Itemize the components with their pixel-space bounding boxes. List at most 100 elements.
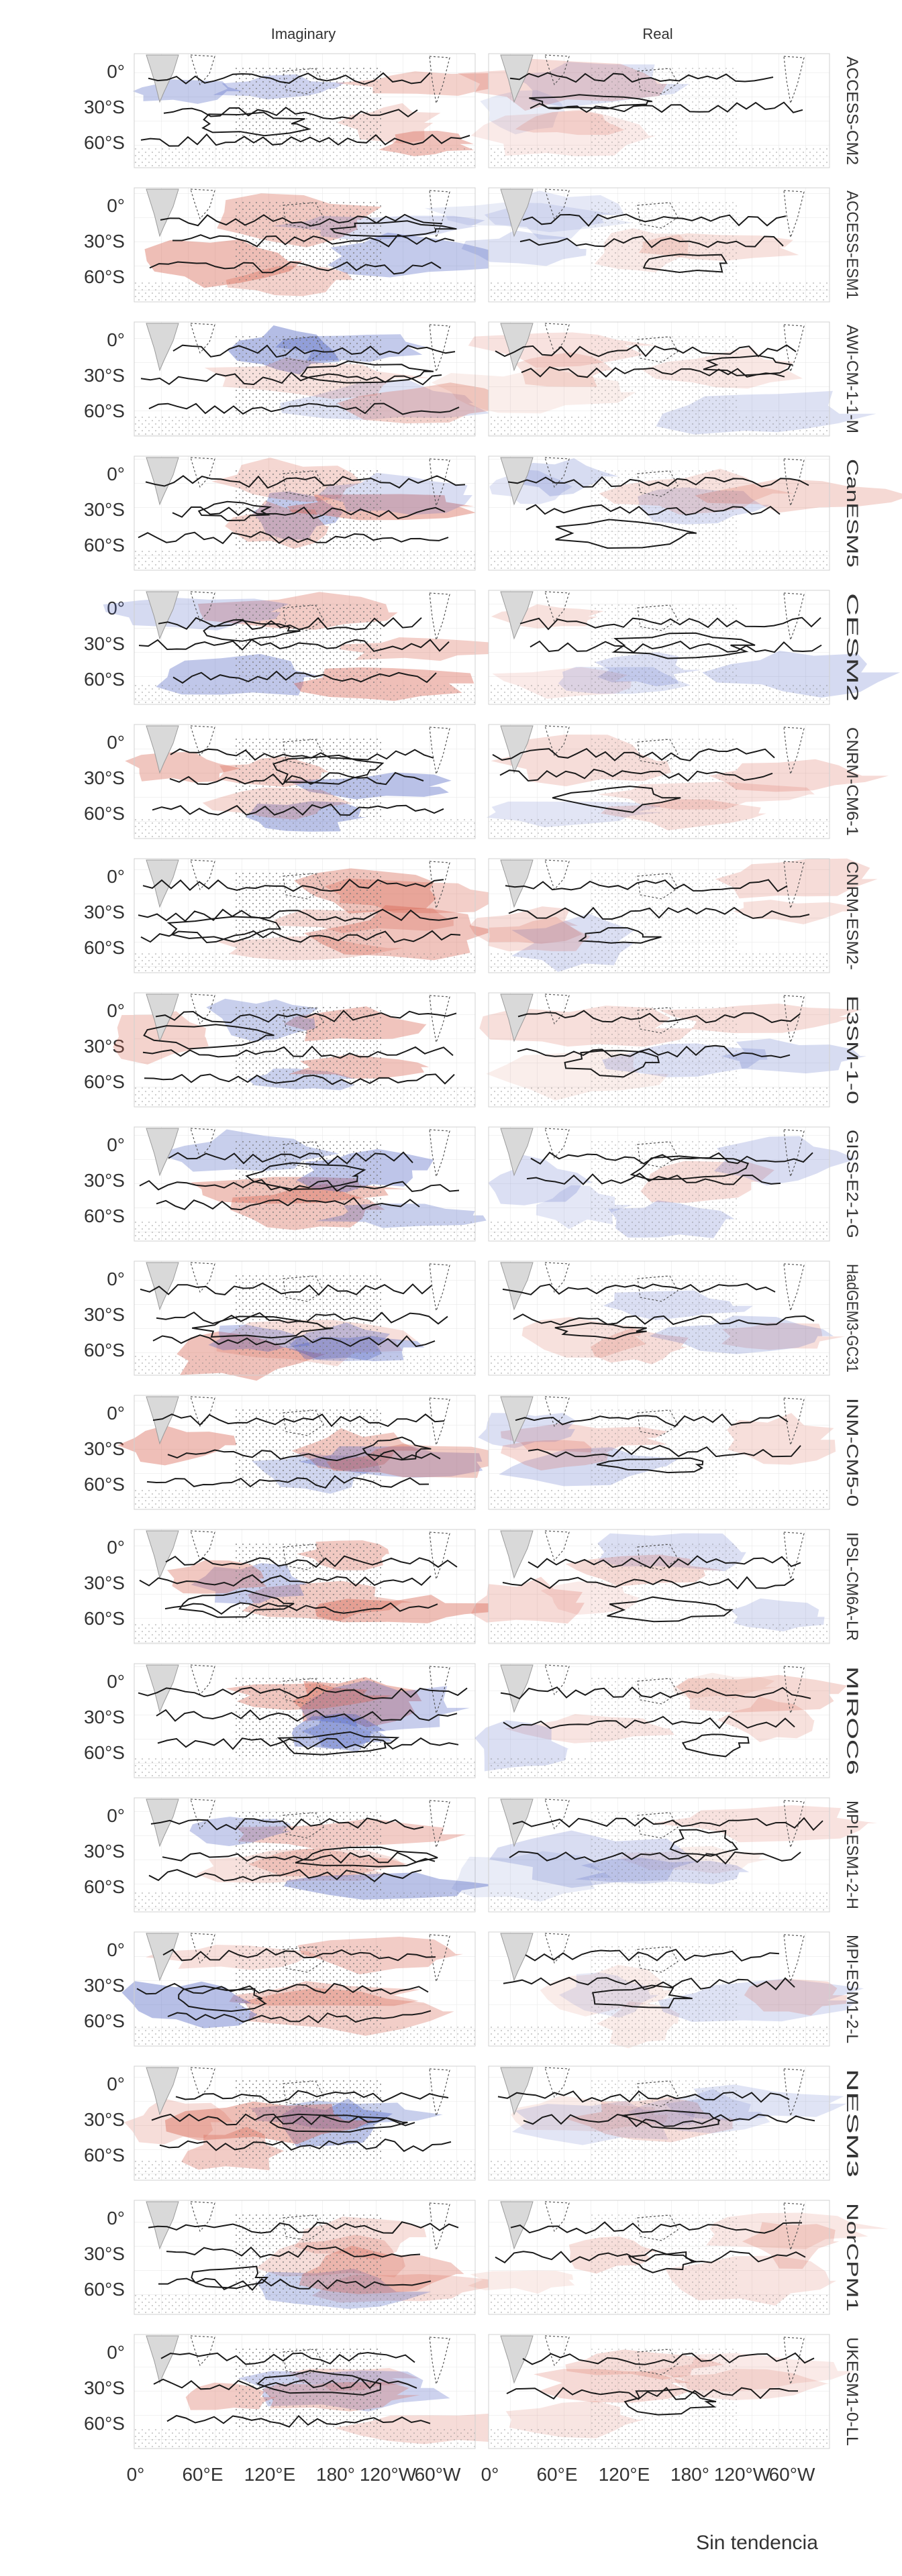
x-tick-label: 60°W bbox=[415, 2464, 461, 2485]
map-panel bbox=[431, 321, 876, 437]
contour-loop bbox=[552, 786, 681, 813]
stipple-band bbox=[235, 1944, 383, 2025]
map-panel bbox=[124, 2065, 476, 2181]
anomaly-positive bbox=[744, 1979, 847, 2016]
land-australia bbox=[637, 1007, 679, 1034]
stipple-band bbox=[589, 1542, 737, 1622]
y-tick-label: 30°S bbox=[84, 499, 125, 520]
panel-frame bbox=[488, 992, 830, 1108]
land-africa bbox=[190, 189, 215, 220]
panel-frame bbox=[134, 1260, 476, 1376]
contour-line bbox=[526, 1172, 781, 1185]
hatch-band bbox=[489, 953, 830, 971]
contour-line bbox=[157, 1737, 459, 1750]
panel-frame bbox=[488, 1395, 830, 1510]
land-australia bbox=[637, 873, 679, 900]
land-south-america-east bbox=[429, 1397, 450, 1447]
contour-line bbox=[495, 344, 797, 358]
land-south-america-east bbox=[783, 458, 805, 508]
land-africa bbox=[544, 859, 570, 891]
anomaly-negative bbox=[721, 1038, 867, 1074]
stipple-band bbox=[589, 1273, 737, 1354]
panel-frame bbox=[488, 724, 830, 839]
hatch-band bbox=[134, 1892, 475, 1911]
contour-loop bbox=[642, 254, 728, 274]
y-tick-label: 60°S bbox=[84, 803, 125, 824]
row-strip-label: ACCESS-CM2 bbox=[843, 56, 861, 165]
y-tick-label: 30°S bbox=[84, 1572, 125, 1593]
land-africa bbox=[190, 457, 215, 488]
y-tick-label: 0° bbox=[107, 329, 125, 350]
contour-line bbox=[140, 372, 442, 386]
land-australia bbox=[283, 873, 324, 900]
panel-frame bbox=[134, 1797, 476, 1913]
land-south-america bbox=[500, 994, 534, 1042]
stipple-band bbox=[235, 1407, 383, 1488]
map-panel bbox=[479, 992, 867, 1108]
anomaly-positive bbox=[733, 900, 852, 924]
contour-line bbox=[160, 213, 443, 227]
land-australia bbox=[637, 2080, 679, 2107]
contour-line bbox=[530, 640, 822, 653]
y-tick-label: 30°S bbox=[84, 97, 125, 117]
y-tick-label: 30°S bbox=[84, 902, 125, 922]
land-south-america bbox=[500, 725, 534, 774]
contour-line bbox=[160, 2351, 415, 2365]
panel-frame bbox=[488, 321, 830, 437]
y-tick-label: 0° bbox=[107, 598, 125, 619]
hatch-band bbox=[134, 818, 475, 837]
land-australia bbox=[637, 604, 679, 631]
map-panel bbox=[488, 1260, 846, 1376]
map-panel bbox=[486, 724, 889, 839]
land-south-america-east bbox=[429, 458, 450, 508]
contour-line bbox=[512, 1817, 823, 1831]
panel-frame bbox=[134, 53, 476, 168]
map-panel bbox=[134, 858, 510, 973]
land-south-america-east bbox=[783, 56, 805, 105]
y-tick-label: 60°S bbox=[84, 1071, 125, 1092]
land-africa bbox=[544, 994, 570, 1025]
y-tick-label: 60°S bbox=[84, 2413, 125, 2434]
contour-line bbox=[522, 2352, 815, 2365]
y-tick-label: 0° bbox=[107, 2342, 125, 2363]
x-tick-label: 120°E bbox=[599, 2464, 650, 2485]
contour-loop bbox=[201, 111, 311, 137]
panel-frame bbox=[134, 724, 476, 839]
land-south-america bbox=[146, 2067, 179, 2116]
y-tick-label: 60°S bbox=[84, 1205, 125, 1226]
x-tick-label: 0° bbox=[127, 2464, 145, 2485]
legend-title: Sin tendencia bbox=[696, 2532, 818, 2554]
land-south-america bbox=[500, 1262, 534, 1311]
stipple-band bbox=[235, 1542, 383, 1622]
map-panel bbox=[134, 1260, 476, 1381]
land-south-america bbox=[146, 591, 179, 640]
land-australia bbox=[637, 1812, 679, 1839]
panel-frame bbox=[488, 858, 830, 973]
map-panel bbox=[132, 53, 526, 168]
panel-frame bbox=[134, 2334, 476, 2449]
land-australia bbox=[637, 336, 679, 363]
panel-frame bbox=[488, 1260, 830, 1376]
contour-line bbox=[156, 1709, 458, 1722]
anomaly-negative bbox=[424, 203, 633, 233]
land-south-america bbox=[500, 1933, 534, 1982]
map-panel bbox=[468, 2200, 889, 2315]
anomaly-positive bbox=[706, 2212, 889, 2249]
y-tick-label: 30°S bbox=[84, 1975, 125, 1996]
map-panel bbox=[113, 992, 476, 1108]
panel-frame bbox=[134, 321, 476, 437]
land-africa bbox=[190, 1530, 215, 1562]
panel-frame bbox=[488, 1126, 830, 1242]
land-south-america-east bbox=[429, 190, 450, 239]
land-south-america-east bbox=[429, 2337, 450, 2386]
map-panel bbox=[457, 53, 830, 168]
stipple-band bbox=[589, 66, 737, 146]
anomaly-positive bbox=[124, 2098, 234, 2145]
contour-line bbox=[162, 1851, 436, 1864]
contour-loop bbox=[277, 1731, 400, 1756]
land-africa bbox=[190, 1933, 215, 1964]
x-tick-label: 180° bbox=[670, 2464, 709, 2485]
contour-line bbox=[142, 878, 444, 892]
y-tick-label: 30°S bbox=[84, 2243, 125, 2264]
y-tick-label: 60°S bbox=[84, 2145, 125, 2165]
